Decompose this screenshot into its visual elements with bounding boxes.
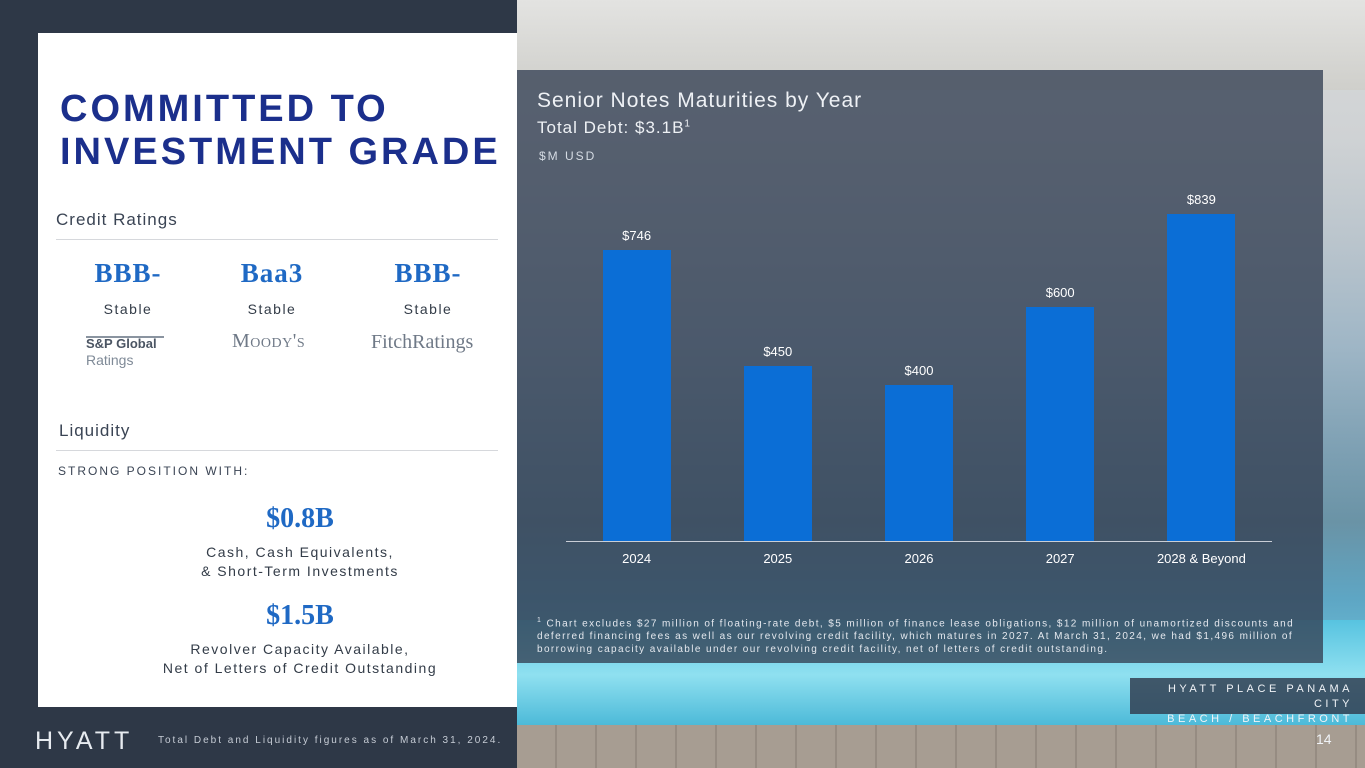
rating-fitch: BBB- Stable — [358, 258, 498, 317]
rating-moodys-outlook: Stable — [247, 301, 297, 317]
bar-category-label: 2025 — [763, 551, 793, 566]
credit-ratings-divider — [56, 239, 498, 240]
rating-sp-outlook: Stable — [103, 301, 153, 317]
revolver-desc-line1: Revolver Capacity Available, — [190, 641, 410, 657]
bar-value-label: $450 — [763, 343, 793, 359]
chart-units: $M USD — [539, 149, 597, 163]
bar-2026 — [885, 385, 953, 541]
revolver-desc: Revolver Capacity Available, Net of Lett… — [120, 640, 480, 678]
fitch-logo: FitchRatings — [371, 331, 474, 353]
bar-2024 — [602, 250, 671, 541]
cash-desc-line1: Cash, Cash Equivalents, — [206, 544, 394, 560]
rating-fitch-outlook: Stable — [403, 301, 453, 317]
rating-moodys-grade: Baa3 — [240, 258, 304, 288]
cash-block: $0.8B Cash, Cash Equivalents, & Short-Te… — [120, 503, 480, 581]
footer-note: Total Debt and Liquidity figures as of M… — [158, 735, 503, 746]
bar-category-label: 2027 — [1045, 551, 1075, 566]
chart-footnote: 1 Chart excludes $27 million of floating… — [537, 614, 1297, 656]
bar-value-label: $746 — [622, 228, 652, 244]
page-number: 14 — [1316, 731, 1332, 747]
revolver-block: $1.5B Revolver Capacity Available, Net o… — [120, 600, 480, 678]
bar-value-label: $600 — [1045, 285, 1075, 300]
bar-2025 — [743, 365, 812, 541]
rating-sp: BBB- Stable — [58, 258, 198, 317]
moodys-logo: Moody's — [232, 330, 306, 352]
cash-amount: $0.8B — [266, 503, 334, 534]
credit-ratings-label: Credit Ratings — [56, 210, 178, 229]
rating-moodys: Baa3 Stable — [202, 258, 342, 317]
rating-sp-grade: BBB- — [94, 258, 162, 288]
chart-subtitle-footnote-ref: 1 — [684, 118, 691, 130]
sp-logo-line2: Ratings — [86, 352, 134, 368]
bar-2028-beyond — [1167, 213, 1236, 541]
hyatt-logo: HYATT — [35, 727, 134, 755]
title-line-1: COMMITTED TO — [60, 88, 389, 130]
rating-fitch-grade: BBB- — [394, 258, 462, 288]
cash-desc: Cash, Cash Equivalents, & Short-Term Inv… — [120, 543, 480, 581]
chart-subtitle: Total Debt: $3.1B1 — [537, 118, 691, 138]
revolver-amount: $1.5B — [266, 600, 334, 631]
bar-value-label: $400 — [904, 363, 934, 378]
footnote-text: Chart excludes $27 million of floating-r… — [537, 618, 1295, 656]
bar-2027 — [1026, 307, 1095, 541]
bar-category-label: 2024 — [622, 551, 652, 566]
liquidity-divider — [56, 450, 498, 451]
page-title: COMMITTED TO INVESTMENT GRADE — [60, 88, 501, 174]
title-line-2: INVESTMENT GRADE — [60, 131, 501, 173]
chart-title: Senior Notes Maturities by Year — [537, 89, 863, 112]
chart-x-axis — [566, 541, 1272, 542]
revolver-desc-line2: Net of Letters of Credit Outstanding — [162, 660, 438, 676]
cash-desc-line2: & Short-Term Investments — [201, 563, 399, 579]
strong-position-label: STRONG POSITION WITH: — [58, 464, 250, 478]
photo-caption-line2: BEACH / BEACHFRONT — [1167, 713, 1353, 725]
bar-value-label: $839 — [1186, 191, 1216, 207]
bar-category-label: 2028 & Beyond — [1156, 551, 1246, 566]
footnote-marker: 1 — [537, 617, 543, 624]
photo-deck — [517, 725, 1365, 768]
liquidity-label: Liquidity — [59, 421, 131, 440]
sp-logo-line1: S&P Global — [86, 336, 157, 351]
left-panel — [38, 33, 517, 707]
photo-caption-line1: HYATT PLACE PANAMA CITY — [1167, 683, 1353, 710]
photo-caption: HYATT PLACE PANAMA CITY BEACH / BEACHFRO… — [1130, 678, 1365, 725]
bar-category-label: 2026 — [904, 551, 934, 566]
sp-logo-bar — [86, 336, 164, 338]
sp-global-logo: S&P Global Ratings — [86, 336, 166, 368]
chart-subtitle-text: Total Debt: $3.1B — [537, 118, 685, 137]
